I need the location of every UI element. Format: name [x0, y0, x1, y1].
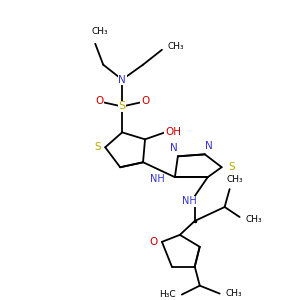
Text: S: S [118, 101, 126, 112]
Text: S: S [228, 162, 235, 172]
Text: CH₃: CH₃ [226, 175, 243, 184]
Text: O: O [150, 237, 158, 247]
Text: CH₃: CH₃ [245, 215, 262, 224]
Text: CH₃: CH₃ [225, 289, 242, 298]
Text: NH: NH [150, 174, 164, 184]
Text: N: N [205, 141, 213, 151]
Text: H₃C: H₃C [160, 290, 176, 299]
Text: O: O [141, 95, 149, 106]
Text: N: N [170, 143, 178, 153]
Text: OH: OH [165, 128, 181, 137]
Text: O: O [95, 95, 103, 106]
Text: N: N [118, 75, 126, 85]
Text: CH₃: CH₃ [92, 27, 109, 36]
Text: CH₃: CH₃ [168, 42, 184, 51]
Text: NH: NH [182, 196, 197, 206]
Text: S: S [94, 142, 101, 152]
